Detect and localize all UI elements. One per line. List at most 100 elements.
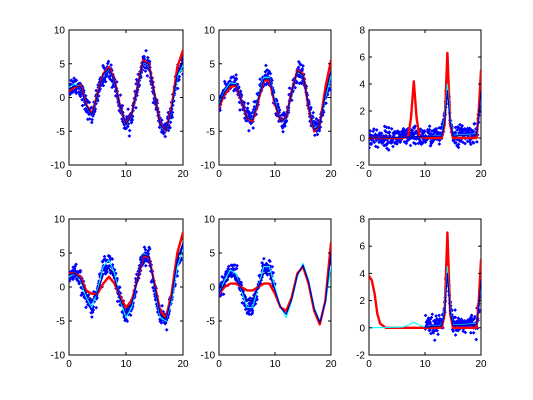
data-point: [234, 76, 239, 81]
data-point: [78, 268, 83, 273]
data-point: [301, 63, 306, 68]
data-point: [89, 315, 94, 319]
data-point: [427, 124, 432, 129]
data-point: [460, 140, 465, 145]
data-point: [127, 134, 132, 138]
data-point: [160, 303, 165, 308]
data-point: [451, 329, 456, 334]
data-point: [83, 305, 88, 310]
data-point: [74, 262, 79, 267]
series-line-dark-blue: [369, 90, 481, 139]
y-tick-label: 8: [359, 215, 365, 226]
data-point: [103, 79, 108, 84]
data-point: [69, 92, 73, 97]
data-point: [120, 103, 125, 108]
y-tick-label: 4: [359, 269, 365, 280]
axes-frame: [68, 29, 184, 166]
data-point: [91, 308, 96, 312]
data-point: [460, 123, 465, 128]
subplot-4: 0 10 20 -10 -5 0 5 10: [51, 215, 189, 371]
data-point: [159, 118, 164, 123]
data-point: [271, 270, 276, 275]
data-point: [391, 144, 395, 149]
data-point: [239, 93, 244, 98]
x-tick-label: 20: [475, 359, 487, 370]
data-point: [386, 148, 391, 152]
data-point: [281, 129, 285, 134]
data-point: [427, 127, 432, 132]
y-tick-label: -5: [206, 127, 215, 138]
x-tick-label: 20: [177, 359, 189, 370]
series-line-dark-blue: [69, 242, 183, 321]
data-point: [248, 121, 253, 126]
data-point: [468, 142, 473, 147]
y-tick-label: -10: [51, 161, 66, 172]
subplot-5: 0 10 20 -10 -5 0 5 10: [201, 215, 337, 371]
data-point: [130, 117, 135, 122]
data-point: [379, 131, 384, 136]
y-tick-label: 6: [359, 242, 365, 253]
y-tick-label: -5: [56, 317, 65, 328]
data-point: [100, 259, 105, 264]
data-point: [109, 63, 114, 68]
data-point: [268, 71, 273, 76]
y-tick-label: 0: [209, 93, 215, 104]
data-point: [463, 330, 468, 335]
x-tick-label: 10: [419, 169, 431, 180]
data-point: [143, 263, 148, 268]
data-point: [389, 126, 394, 131]
data-point: [468, 330, 473, 335]
data-point: [458, 122, 462, 127]
data-point: [430, 312, 435, 317]
y-tick-label: 6: [359, 53, 365, 64]
y-tick-label: 0: [359, 323, 365, 334]
data-point: [324, 101, 328, 106]
data-point: [453, 308, 458, 312]
data-point: [467, 126, 472, 131]
data-point: [300, 66, 305, 71]
data-point: [234, 266, 239, 271]
data-point: [245, 106, 250, 111]
y-tick-label: 8: [359, 26, 365, 37]
plot-area: [69, 48, 183, 139]
data-point: [411, 140, 416, 145]
data-point: [410, 128, 415, 133]
data-point: [177, 77, 182, 82]
data-point: [101, 83, 106, 88]
data-point: [375, 145, 380, 150]
data-point: [258, 77, 263, 82]
data-point: [276, 105, 281, 110]
data-point: [127, 128, 132, 133]
data-point: [294, 80, 299, 85]
axes-frame: [68, 218, 184, 356]
data-point: [395, 141, 400, 146]
data-point: [246, 128, 251, 133]
data-point: [250, 308, 255, 313]
data-point: [270, 264, 275, 269]
data-point: [261, 256, 266, 261]
data-point: [83, 93, 88, 98]
data-point: [314, 116, 319, 121]
data-point: [255, 297, 260, 302]
data-point: [168, 120, 173, 125]
y-tick-label: -10: [201, 161, 216, 172]
data-point: [117, 285, 122, 290]
data-point: [283, 124, 287, 128]
data-point: [90, 117, 95, 122]
data-point: [265, 272, 270, 277]
data-point: [180, 72, 183, 77]
data-point: [270, 78, 274, 83]
data-point: [74, 78, 79, 83]
data-point: [369, 129, 373, 133]
data-point: [251, 126, 256, 130]
data-point: [250, 110, 255, 115]
y-tick-label: 10: [204, 215, 216, 226]
y-tick-label: -5: [56, 127, 65, 138]
data-point: [274, 98, 279, 103]
data-point: [471, 140, 476, 145]
data-point: [231, 74, 236, 79]
axes-frame: [368, 218, 482, 356]
y-tick-label: 5: [59, 249, 65, 260]
data-point: [311, 110, 316, 115]
